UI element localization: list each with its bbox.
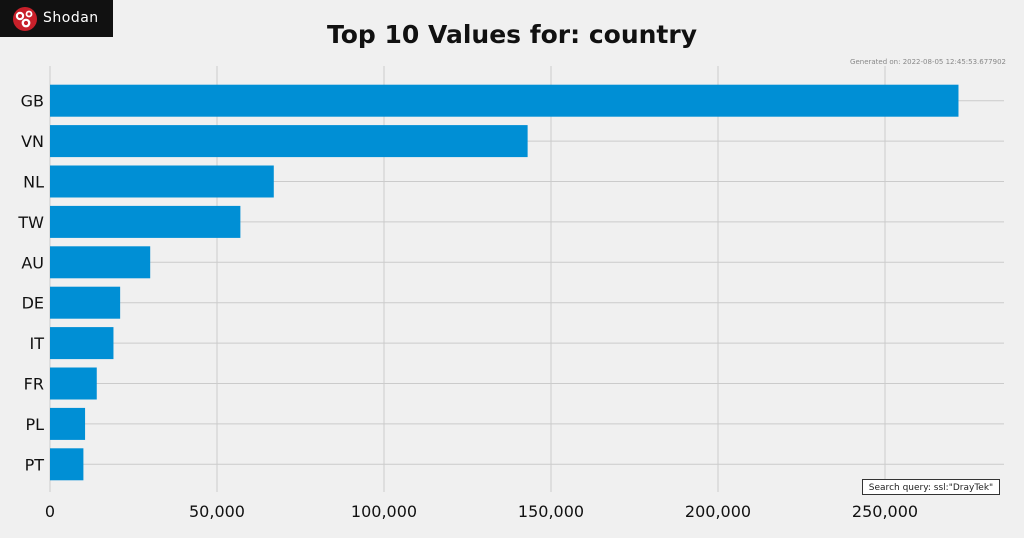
y-tick-label: IT [30, 334, 45, 353]
bar-vn [50, 125, 528, 158]
brand-name: Shodan [43, 10, 99, 26]
y-tick-label: AU [21, 253, 44, 272]
y-tick-label: VN [21, 132, 44, 151]
bar-it [50, 327, 114, 360]
y-tick-label: NL [23, 173, 44, 192]
shodan-logo-icon [13, 7, 37, 31]
x-tick-label: 100,000 [351, 502, 417, 521]
brand-logo: Shodan [0, 0, 113, 37]
generated-timestamp: Generated on: 2022-08-05 12:45:53.677902 [850, 58, 1006, 66]
y-tick-label: GB [21, 92, 44, 111]
bar-de [50, 286, 121, 319]
x-tick-label: 0 [45, 502, 55, 521]
y-tick-label: FR [24, 375, 44, 394]
bar-gb [50, 84, 959, 117]
y-tick-label: DE [22, 294, 44, 313]
search-query-label: Search query: ssl:"DrayTek" [862, 479, 1000, 495]
chart-title: Top 10 Values for: country [326, 20, 697, 49]
bar-fr [50, 367, 97, 400]
bar-pt [50, 448, 84, 481]
x-tick-label: 150,000 [518, 502, 584, 521]
bar-tw [50, 205, 241, 238]
y-tick-label: PL [25, 415, 44, 434]
bar-nl [50, 165, 274, 198]
x-tick-label: 250,000 [852, 502, 918, 521]
x-tick-label: 200,000 [685, 502, 751, 521]
y-tick-label: TW [17, 213, 44, 232]
x-tick-label: 50,000 [189, 502, 245, 521]
bar-au [50, 246, 151, 279]
bar-pl [50, 407, 86, 440]
y-tick-label: PT [25, 455, 45, 474]
